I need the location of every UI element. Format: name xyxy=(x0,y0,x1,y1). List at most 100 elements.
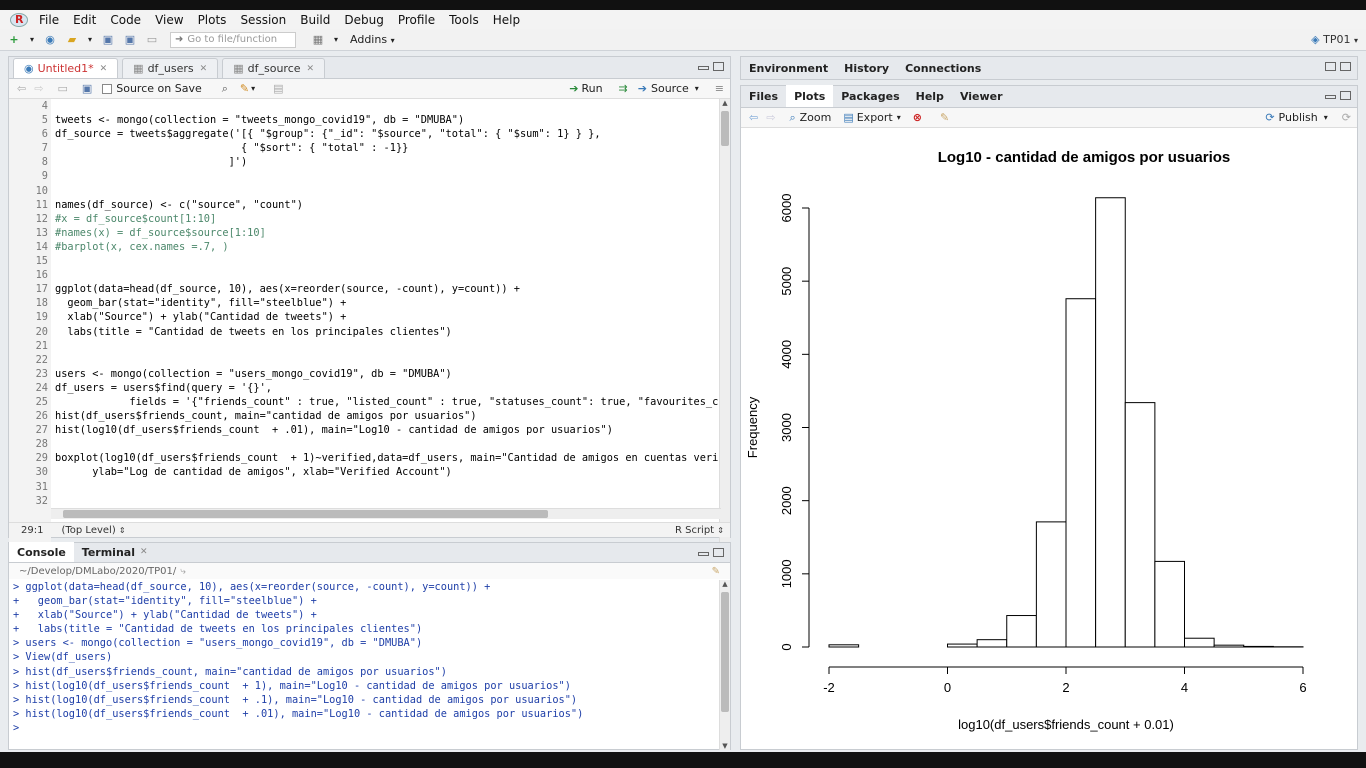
back-arrow-icon[interactable]: ⇦ xyxy=(17,82,27,95)
restore-icon[interactable] xyxy=(1325,62,1336,71)
code-line[interactable]: fields = '{"friends_count" : true, "list… xyxy=(55,395,723,408)
next-plot-icon[interactable]: ⇨ xyxy=(766,111,776,124)
dropdown-arrow-icon[interactable]: ▾ xyxy=(87,35,92,44)
clear-all-plots-icon[interactable]: ✎ xyxy=(939,111,950,124)
forward-arrow-icon[interactable]: ⇨ xyxy=(34,82,44,95)
dropdown-arrow-icon[interactable]: ▾ xyxy=(29,35,34,44)
menu-code[interactable]: Code xyxy=(110,12,142,27)
menu-file[interactable]: File xyxy=(39,12,60,27)
code-line[interactable]: ylab="Log de cantidad de amigos", xlab="… xyxy=(55,466,452,479)
tab-console[interactable]: Console xyxy=(9,542,74,562)
tab-df-source[interactable]: ▦ df_source ✕ xyxy=(222,58,326,78)
scroll-up-arrow-icon[interactable]: ▲ xyxy=(722,99,728,107)
close-icon[interactable]: ✕ xyxy=(99,63,108,74)
previous-plot-icon[interactable]: ⇦ xyxy=(749,111,759,124)
code-editor[interactable]: tweets <- mongo(collection = "tweets_mon… xyxy=(55,99,723,562)
chevron-down-icon[interactable]: ▾ xyxy=(251,84,256,93)
code-line[interactable] xyxy=(55,169,723,183)
menu-debug[interactable]: Debug xyxy=(344,12,384,27)
addins-menu[interactable]: Addins ▾ xyxy=(350,33,395,46)
tab-help[interactable]: Help xyxy=(915,89,944,103)
menu-help[interactable]: Help xyxy=(492,12,521,27)
code-line[interactable] xyxy=(55,480,723,494)
maximize-icon[interactable] xyxy=(713,62,724,71)
code-line[interactable]: #x = df_source$count[1:10] xyxy=(55,212,217,225)
export-button[interactable]: ▤ Export ▾ xyxy=(843,111,900,124)
code-tools-icon[interactable]: ✎ xyxy=(239,82,250,95)
goto-file-input[interactable]: ➜ Go to file/function xyxy=(170,31,296,48)
hscroll-thumb[interactable] xyxy=(63,510,548,518)
code-line[interactable]: names(df_source) <- c("source", "count") xyxy=(55,198,303,211)
scroll-up-arrow-icon[interactable]: ▲ xyxy=(722,580,728,588)
code-line[interactable] xyxy=(55,184,723,198)
refresh-icon[interactable]: ⟳ xyxy=(1341,111,1351,124)
scroll-thumb[interactable] xyxy=(721,592,729,712)
file-type-selector[interactable]: R Script ⇕ xyxy=(675,525,724,536)
menu-plots[interactable]: Plots xyxy=(197,12,227,27)
scroll-down-arrow-icon[interactable]: ▼ xyxy=(722,742,728,750)
new-project-icon[interactable]: ◉ xyxy=(45,33,55,46)
source-button[interactable]: ➔ Source ▾ xyxy=(638,82,699,95)
open-folder-icon[interactable]: ▰ xyxy=(67,33,77,46)
console-vertical-scrollbar[interactable]: ▲ ▼ xyxy=(719,580,730,750)
tab-df-users[interactable]: ▦ df_users ✕ xyxy=(122,58,219,78)
code-line[interactable]: ]') xyxy=(55,156,248,169)
code-line[interactable]: xlab("Source") + ylab("Cantidad de tweet… xyxy=(55,311,347,324)
tab-files[interactable]: Files xyxy=(749,89,779,103)
menu-build[interactable]: Build xyxy=(300,12,331,27)
code-line[interactable]: users <- mongo(collection = "users_mongo… xyxy=(55,367,452,380)
new-file-icon[interactable]: + xyxy=(9,33,19,46)
editor-vertical-scrollbar[interactable]: ▲ ▼ xyxy=(719,99,730,562)
code-line[interactable]: hist(df_users$friends_count, main="canti… xyxy=(55,410,477,423)
close-icon[interactable]: ✕ xyxy=(199,63,208,74)
menu-session[interactable]: Session xyxy=(240,12,287,27)
tab-connections[interactable]: Connections xyxy=(905,61,982,75)
menu-profile[interactable]: Profile xyxy=(397,12,436,27)
publish-button[interactable]: ⟳ Publish ▾ xyxy=(1265,111,1327,124)
tab-terminal[interactable]: Terminal ✕ xyxy=(74,542,156,562)
minimize-icon[interactable] xyxy=(1325,95,1336,99)
print-icon[interactable]: ▭ xyxy=(146,33,158,46)
close-icon[interactable]: ✕ xyxy=(306,63,315,74)
remove-plot-icon[interactable]: ⊗ xyxy=(912,111,922,124)
code-line[interactable]: df_source = tweets$aggregate('[{ "$group… xyxy=(55,128,601,141)
minimize-icon[interactable] xyxy=(698,66,709,70)
search-icon[interactable]: ⌕ xyxy=(221,81,228,95)
code-line[interactable] xyxy=(55,494,723,508)
editor-horizontal-scrollbar[interactable] xyxy=(51,508,721,519)
zoom-button[interactable]: ⌕ Zoom xyxy=(789,111,831,125)
tab-untitled1[interactable]: ◉ Untitled1* ✕ xyxy=(13,58,119,78)
code-line[interactable] xyxy=(55,268,723,282)
project-menu[interactable]: ◈ TP01 ▾ xyxy=(1311,33,1358,46)
code-line[interactable] xyxy=(55,353,723,367)
maximize-icon[interactable] xyxy=(1340,62,1351,71)
menu-edit[interactable]: Edit xyxy=(73,12,97,27)
menu-view[interactable]: View xyxy=(155,12,184,27)
code-line[interactable]: geom_bar(stat="identity", fill="steelblu… xyxy=(55,297,347,310)
save-icon[interactable]: ▣ xyxy=(102,33,114,46)
tab-history[interactable]: History xyxy=(844,61,890,75)
tab-plots[interactable]: Plots xyxy=(786,85,834,107)
tab-environment[interactable]: Environment xyxy=(749,61,829,75)
checkbox-icon[interactable] xyxy=(102,83,113,94)
working-directory[interactable]: ~/Develop/DMLabo/2020/TP01/ xyxy=(19,565,177,577)
console-output[interactable]: > ggplot(data=head(df_source, 10), aes(x… xyxy=(13,580,713,748)
source-on-save-toggle[interactable]: Source on Save xyxy=(102,82,202,95)
clear-console-icon[interactable]: ✎ xyxy=(711,565,720,577)
code-line[interactable] xyxy=(55,99,723,113)
code-line[interactable]: labs(title = "Cantidad de tweets en los … xyxy=(55,325,452,338)
code-line[interactable]: tweets <- mongo(collection = "tweets_mon… xyxy=(55,114,465,127)
code-line[interactable]: { "$sort": { "total" : -1}} xyxy=(55,142,409,155)
grid-layout-icon[interactable]: ▦ xyxy=(312,33,324,46)
scroll-thumb[interactable] xyxy=(721,111,729,146)
go-to-directory-icon[interactable]: ⤷ xyxy=(180,565,186,577)
compile-report-icon[interactable]: ▤ xyxy=(273,82,284,95)
minimize-icon[interactable] xyxy=(698,552,709,556)
menu-tools[interactable]: Tools xyxy=(449,12,479,27)
code-line[interactable]: #barplot(x, cex.names =.7, ) xyxy=(55,240,229,253)
code-line[interactable]: ggplot(data=head(df_source, 10), aes(x=r… xyxy=(55,283,520,296)
rerun-icon[interactable]: ⇉ xyxy=(618,82,628,95)
maximize-icon[interactable] xyxy=(713,548,724,557)
dropdown-arrow-icon[interactable]: ▾ xyxy=(333,35,338,44)
code-line[interactable]: hist(log10(df_users$friends_count + .01)… xyxy=(55,424,613,437)
